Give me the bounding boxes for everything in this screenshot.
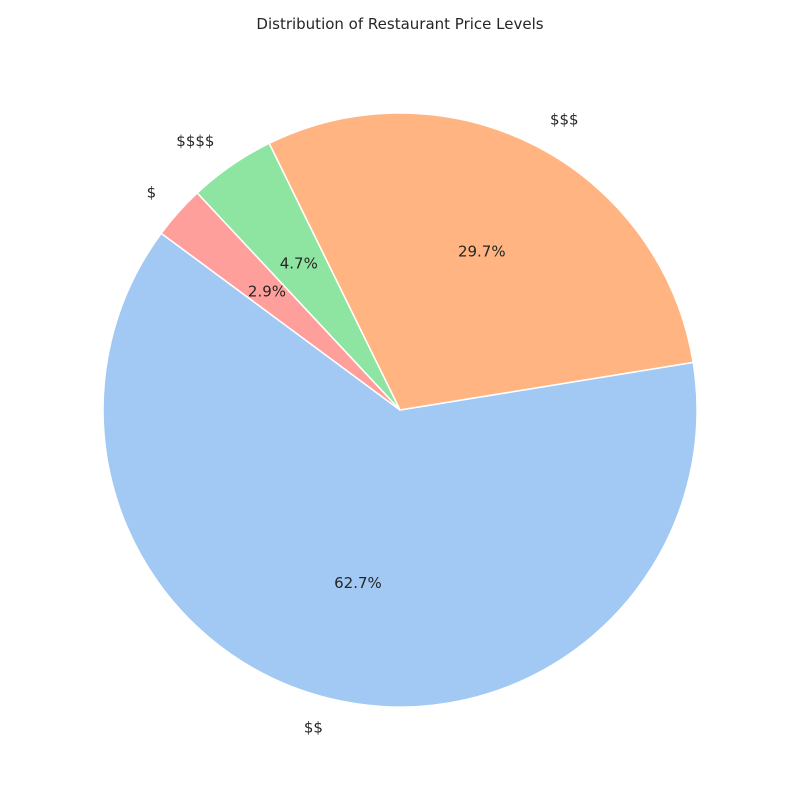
slice-category-label: $$$$ [176,132,214,150]
slice-percent-label: 2.9% [248,282,286,300]
slice-category-label: $$$ [550,111,579,129]
slice-percent-label: 62.7% [334,574,382,592]
chart-title: Distribution of Restaurant Price Levels [256,15,544,33]
slice-category-label: $ [147,184,157,202]
slice-percent-label: 4.7% [280,254,318,272]
pie-slice-d [160,191,401,411]
slice-category-label: $$ [304,718,323,736]
pie-slice-ddd [268,112,695,411]
slice-percent-label: 29.7% [458,243,506,261]
pie-slice-dd [102,232,698,708]
